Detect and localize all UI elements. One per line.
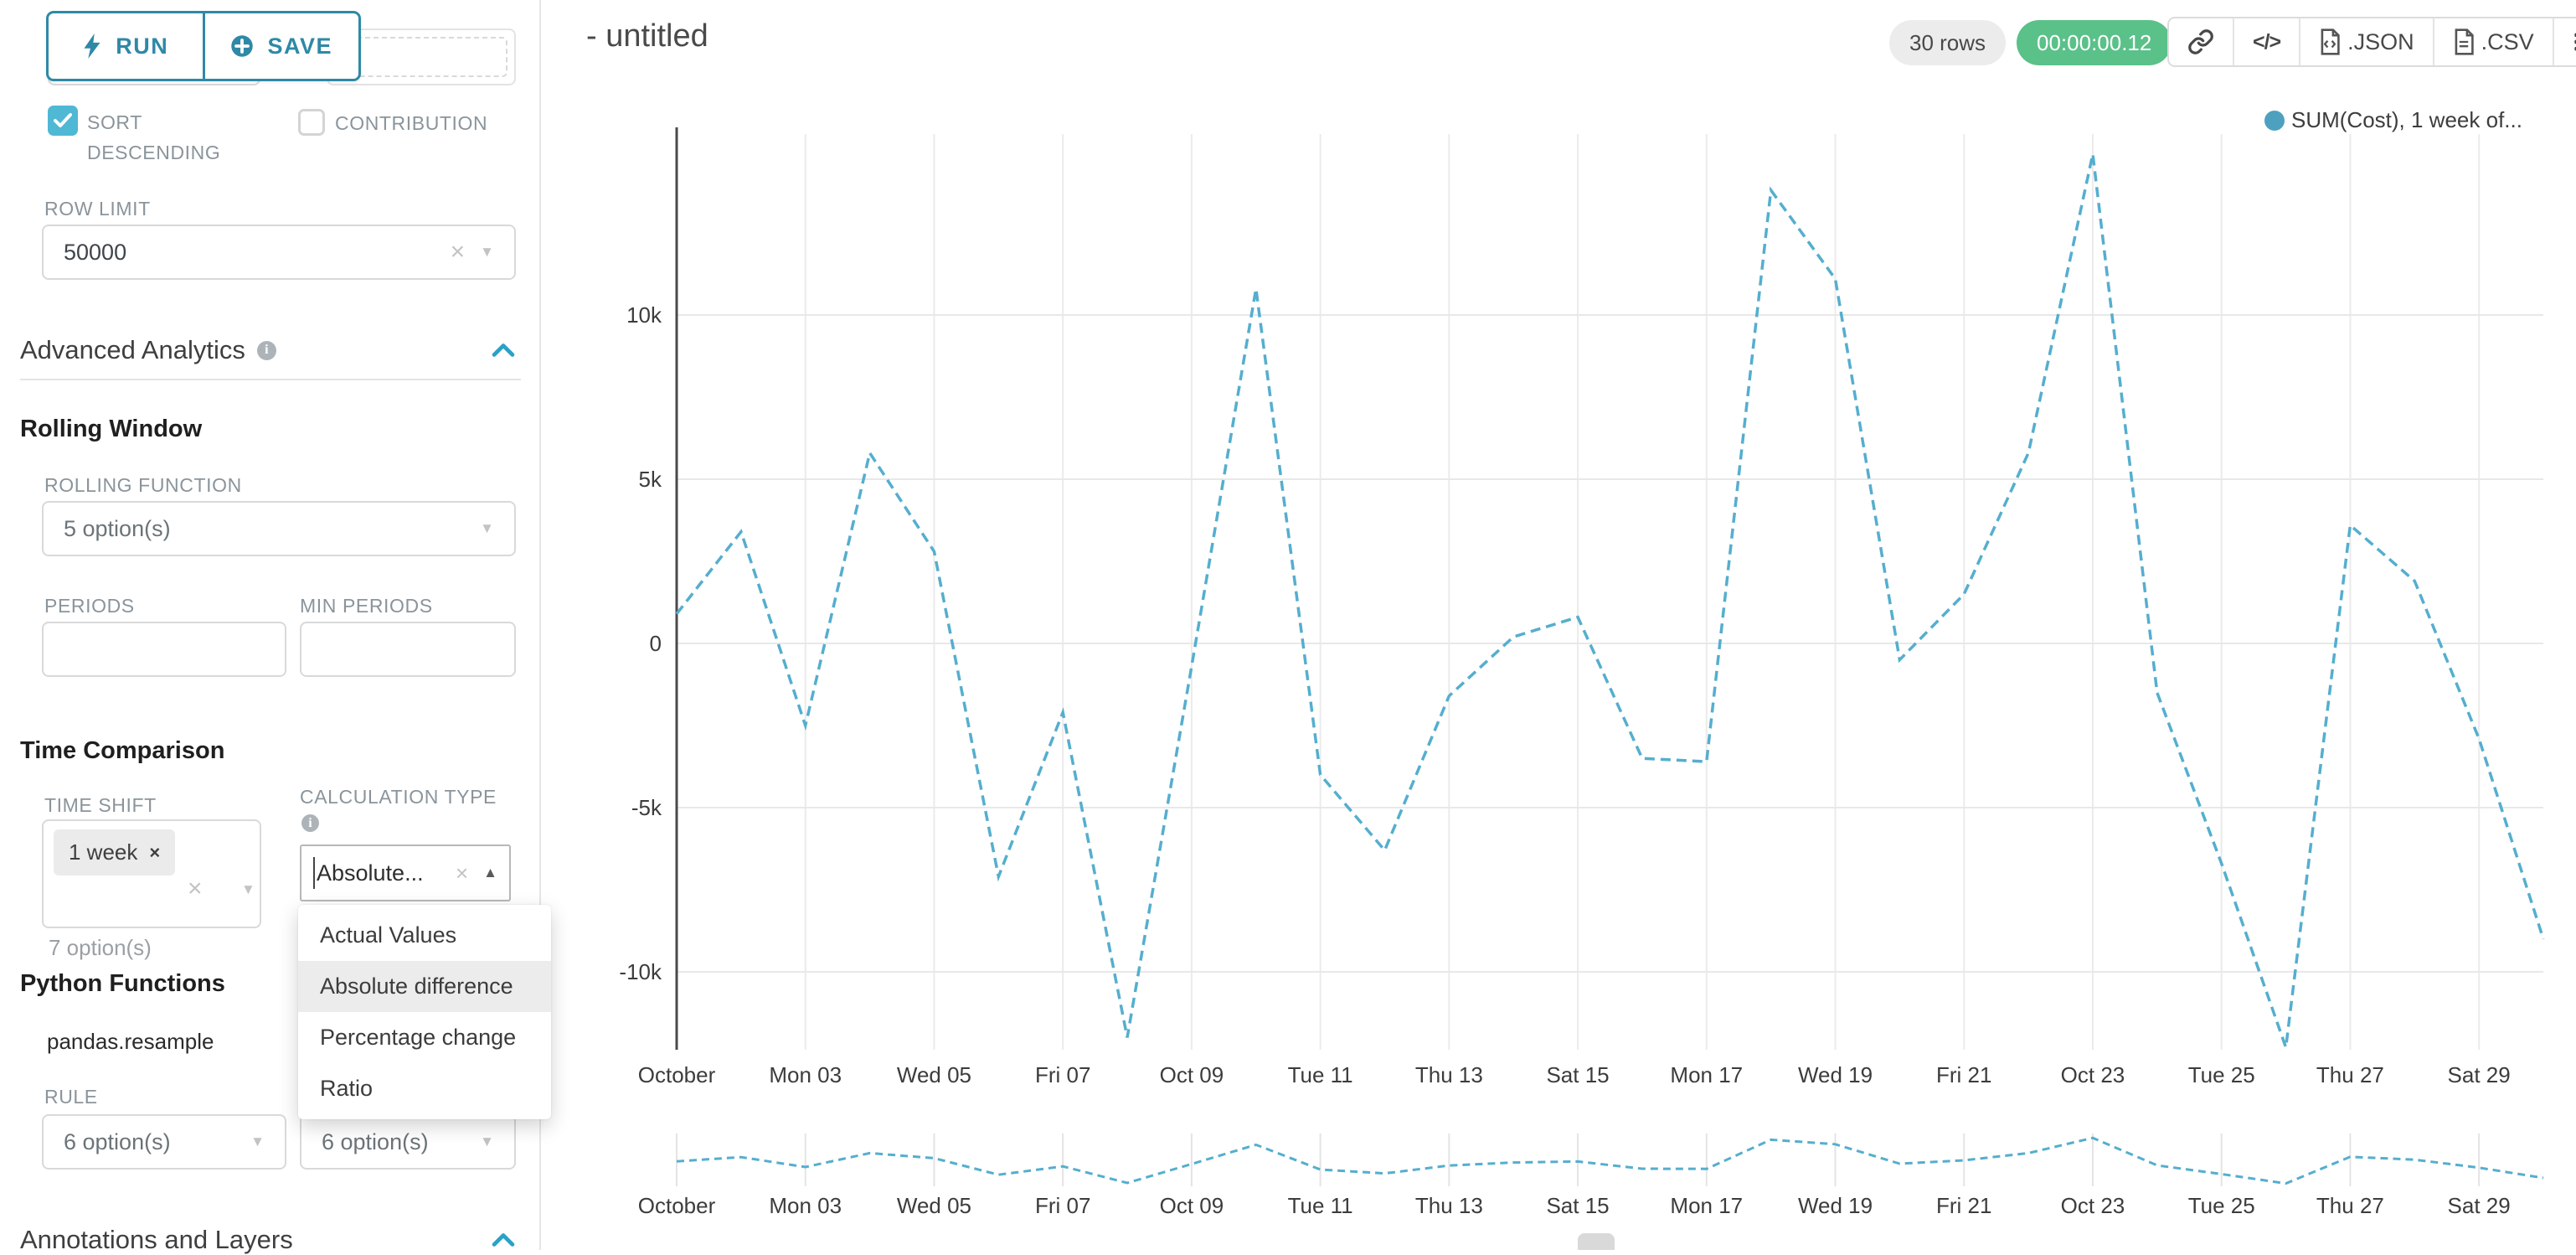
time-shift-label: TIME SHIFT	[44, 794, 157, 816]
rolling-function-value: 5 option(s)	[64, 515, 171, 541]
control-panel: 7 option(s) RUN SAVE SORT DESCENDING CON…	[0, 0, 551, 1254]
export-json-label: .JSON	[2347, 28, 2414, 54]
row-limit-label: ROW LIMIT	[44, 198, 151, 219]
sort-descending-label: SORT DESCENDING	[87, 111, 221, 163]
rule-value-2: 6 option(s)	[322, 1128, 429, 1154]
link-icon	[2188, 29, 2213, 54]
run-save-button-group: RUN SAVE	[46, 11, 361, 81]
text-cursor	[313, 857, 315, 889]
remove-tag-icon[interactable]: ×	[149, 841, 161, 863]
time-shift-hint: 7 option(s)	[49, 935, 152, 960]
annotations-title: Annotations and Layers	[20, 1225, 293, 1254]
clear-icon[interactable]: ×	[188, 875, 203, 902]
periods-input[interactable]	[42, 622, 286, 677]
contribution-checkbox[interactable]	[298, 109, 325, 136]
check-icon	[54, 113, 72, 127]
calculation-type-value: Absolute...	[317, 860, 424, 886]
rolling-function-label: ROLLING FUNCTION	[44, 474, 242, 496]
advanced-analytics-header[interactable]: Advanced Analytics i	[20, 335, 276, 365]
caret-down-icon[interactable]: ▼	[480, 520, 494, 536]
python-functions-title: Python Functions	[20, 970, 225, 997]
sort-descending-checkbox[interactable]	[48, 106, 78, 136]
contribution-label: CONTRIBUTION	[335, 112, 488, 134]
calculation-type-menu: Actual Values Absolute difference Percen…	[298, 905, 551, 1119]
chart-menu-button[interactable]	[2552, 18, 2576, 65]
export-button-group: </> .JSON .CSV	[2167, 17, 2576, 67]
lightning-icon	[84, 34, 100, 59]
export-csv-label: .CSV	[2481, 28, 2534, 54]
rule-select-2[interactable]: 6 option(s) ▼	[300, 1114, 516, 1170]
legend-dot-icon	[2264, 110, 2285, 131]
time-shift-tag-label: 1 week	[69, 839, 138, 865]
rolling-window-title: Rolling Window	[20, 416, 203, 442]
time-comparison-title: Time Comparison	[20, 737, 225, 764]
caret-down-icon[interactable]: ▼	[480, 244, 494, 260]
periods-label: PERIODS	[44, 595, 135, 617]
section-divider	[20, 379, 521, 380]
chevron-up-icon[interactable]	[491, 1232, 516, 1248]
copy-link-button[interactable]	[2169, 18, 2233, 65]
rule-label: RULE	[44, 1086, 98, 1108]
calculation-type-select[interactable]: Absolute... × ▲	[300, 844, 511, 901]
time-shift-select[interactable]: 1 week × × ▼	[42, 819, 261, 928]
info-icon: i	[256, 340, 276, 360]
hamburger-icon	[2574, 33, 2576, 51]
menu-item-absolute-difference[interactable]: Absolute difference	[298, 961, 551, 1012]
query-timer-badge: 00:00:00.12	[2017, 20, 2172, 65]
row-count-badge: 30 rows	[1889, 20, 2007, 65]
rolling-function-select[interactable]: 5 option(s) ▼	[42, 501, 516, 556]
min-periods-label: MIN PERIODS	[300, 595, 433, 617]
advanced-analytics-title: Advanced Analytics	[20, 335, 245, 364]
json-file-icon	[2321, 28, 2340, 55]
csv-file-icon	[2455, 28, 2474, 55]
clear-icon[interactable]: ×	[450, 238, 466, 266]
save-button-label: SAVE	[267, 33, 333, 59]
rule-value: 6 option(s)	[64, 1128, 171, 1154]
chart-legend[interactable]: SUM(Cost), 1 week of...	[2264, 107, 2522, 133]
code-icon: </>	[2253, 29, 2281, 54]
menu-item-percentage-change[interactable]: Percentage change	[320, 1025, 517, 1050]
save-button[interactable]: SAVE	[202, 13, 359, 79]
chart-area: - untitled 30 rows 00:00:00.12 </> .JSON…	[543, 0, 2576, 1250]
menu-item-ratio[interactable]: Ratio	[320, 1076, 374, 1101]
caret-down-icon[interactable]: ▼	[250, 1134, 265, 1149]
caret-down-icon[interactable]: ▼	[480, 1134, 494, 1149]
plus-circle-icon	[231, 35, 254, 57]
view-query-button[interactable]: </>	[2233, 18, 2299, 65]
caret-down-icon[interactable]: ▼	[241, 881, 255, 897]
export-json-button[interactable]: .JSON	[2299, 18, 2433, 65]
chart-title[interactable]: - untitled	[586, 18, 708, 54]
menu-item-actual-values[interactable]: Actual Values	[320, 922, 457, 948]
rule-select[interactable]: 6 option(s) ▼	[42, 1114, 286, 1170]
chevron-up-icon[interactable]	[491, 342, 516, 359]
legend-label: SUM(Cost), 1 week of...	[2291, 107, 2522, 132]
info-icon: i	[301, 814, 319, 832]
run-button-label: RUN	[116, 33, 169, 59]
min-periods-input[interactable]	[300, 622, 516, 677]
calculation-type-label: CALCULATION TYPE	[300, 786, 497, 808]
run-button[interactable]: RUN	[49, 13, 203, 79]
export-csv-button[interactable]: .CSV	[2432, 18, 2553, 65]
row-limit-select[interactable]: 50000 × ▼	[42, 225, 516, 280]
caret-up-icon[interactable]: ▲	[483, 865, 497, 881]
time-shift-tag: 1 week ×	[54, 829, 176, 875]
row-limit-value: 50000	[64, 239, 127, 265]
clear-icon[interactable]: ×	[455, 860, 469, 886]
pandas-resample-label: pandas.resample	[47, 1029, 214, 1054]
